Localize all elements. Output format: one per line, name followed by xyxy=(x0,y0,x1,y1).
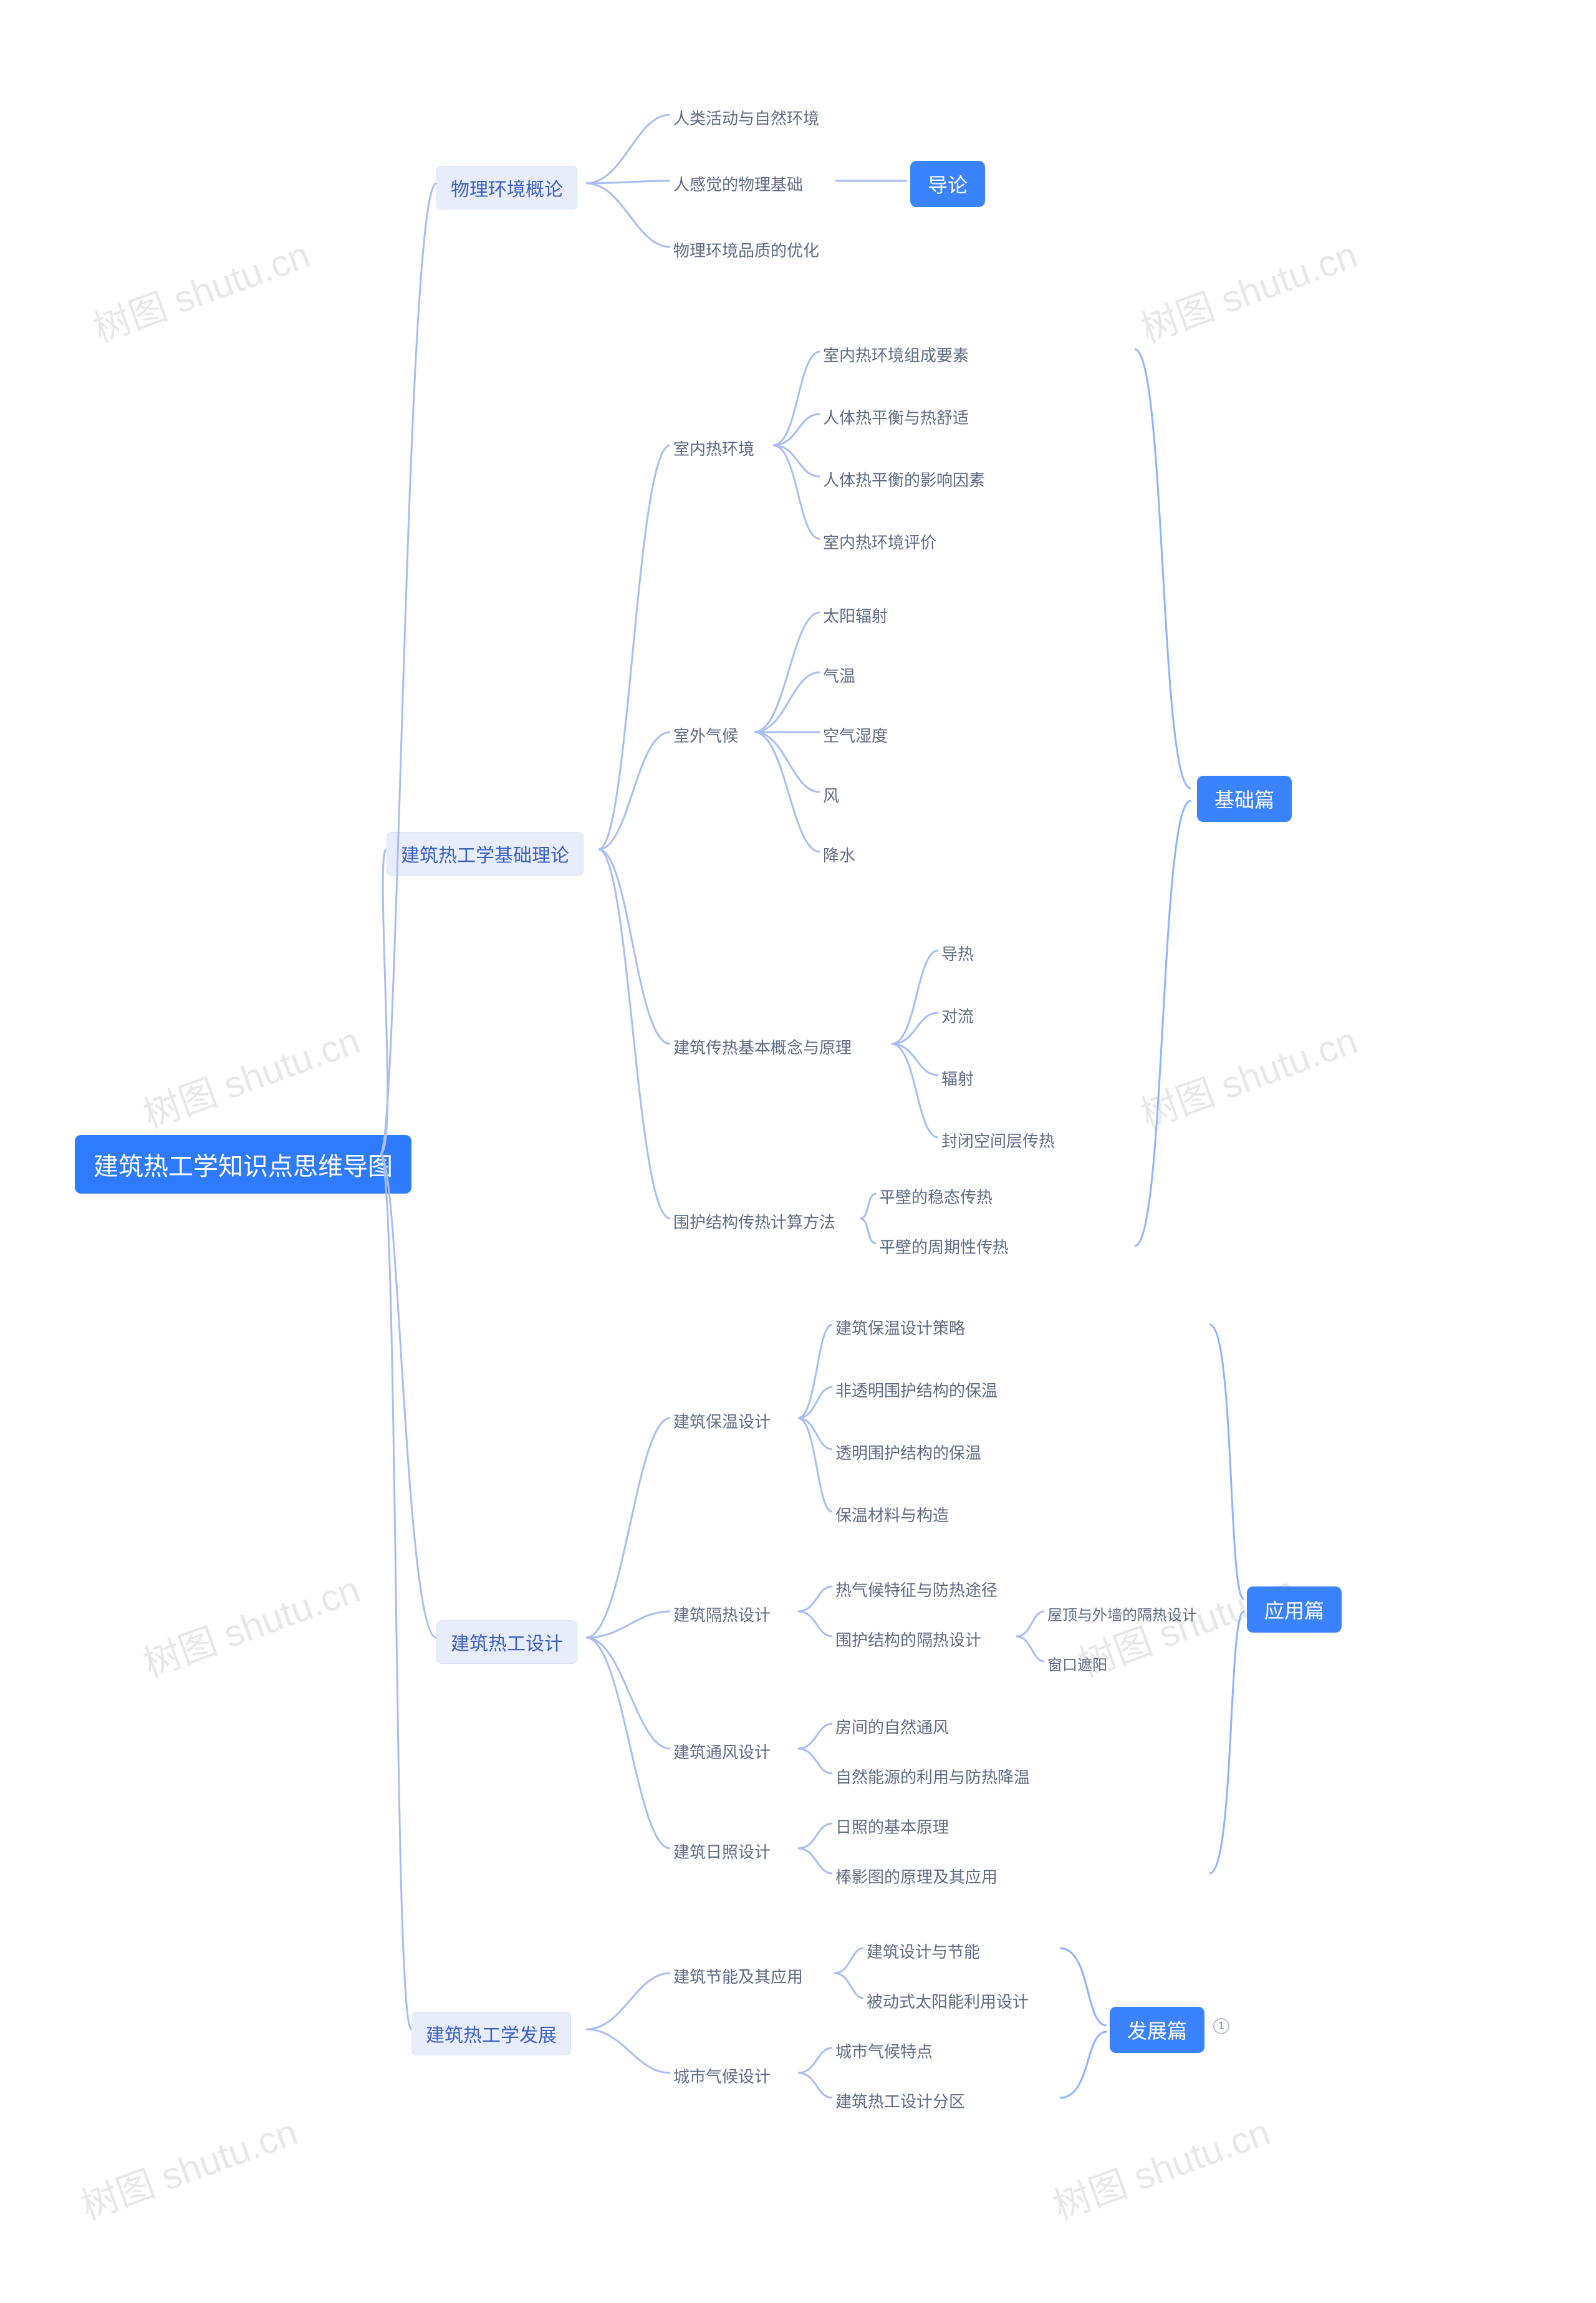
b2-c3-0[interactable]: 平壁的稳态传热 xyxy=(879,1185,993,1208)
b4-c0-0[interactable]: 建筑设计与节能 xyxy=(867,1939,980,1963)
leaf-b1-0[interactable]: 人类活动与自然环境 xyxy=(673,106,819,129)
b2-c0[interactable]: 室内热环境 xyxy=(673,437,754,460)
branch-b1[interactable]: 物理环境概论 xyxy=(436,166,577,210)
b2-c0-2[interactable]: 人体热平衡的影响因素 xyxy=(823,468,985,491)
b3-c1-1-1[interactable]: 窗口遮阳 xyxy=(1047,1653,1107,1674)
b4-c1[interactable]: 城市气候设计 xyxy=(673,2064,771,2087)
b2-c2-0[interactable]: 导热 xyxy=(941,942,974,965)
watermark: 树图 shutu.cn xyxy=(135,1559,366,1687)
watermark: 树图 shutu.cn xyxy=(1132,225,1363,353)
tag-basic[interactable]: 基础篇 xyxy=(1197,776,1292,822)
tag-intro[interactable]: 导论 xyxy=(910,161,985,207)
b2-c1-3[interactable]: 风 xyxy=(823,783,839,806)
b2-c2[interactable]: 建筑传热基本概念与原理 xyxy=(673,1035,852,1058)
b3-c3-0[interactable]: 日照的基本原理 xyxy=(835,1815,949,1838)
watermark: 树图 shutu.cn xyxy=(85,225,316,353)
b3-c0-1[interactable]: 非透明围护结构的保温 xyxy=(835,1378,998,1401)
branch-b3[interactable]: 建筑热工设计 xyxy=(436,1620,577,1664)
tag-app[interactable]: 应用篇 xyxy=(1247,1586,1342,1633)
b2-c2-2[interactable]: 辐射 xyxy=(941,1066,974,1089)
b3-c1-1[interactable]: 围护结构的隔热设计 xyxy=(835,1628,981,1651)
b3-c2[interactable]: 建筑通风设计 xyxy=(673,1740,771,1763)
b2-c0-3[interactable]: 室内热环境评价 xyxy=(823,530,936,553)
b2-c1[interactable]: 室外气候 xyxy=(673,723,738,746)
b3-c1-0[interactable]: 热气候特征与防热途径 xyxy=(835,1578,998,1601)
leaf-b1-2[interactable]: 物理环境品质的优化 xyxy=(673,238,819,261)
b4-c0[interactable]: 建筑节能及其应用 xyxy=(673,1964,803,1987)
b2-c3-1[interactable]: 平壁的周期性传热 xyxy=(879,1235,1009,1258)
b3-c1[interactable]: 建筑隔热设计 xyxy=(673,1603,771,1626)
b3-c3-1[interactable]: 棒影图的原理及其应用 xyxy=(835,1865,998,1888)
b2-c1-2[interactable]: 空气湿度 xyxy=(823,723,888,746)
b3-c0-0[interactable]: 建筑保温设计策略 xyxy=(835,1316,965,1339)
branch-b2[interactable]: 建筑热工学基础理论 xyxy=(387,832,584,876)
b2-c0-0[interactable]: 室内热环境组成要素 xyxy=(823,343,969,366)
b3-c0-3[interactable]: 保温材料与构造 xyxy=(835,1503,949,1526)
dev-badge: 1 xyxy=(1213,2018,1229,2034)
tag-dev[interactable]: 发展篇 xyxy=(1110,2007,1204,2053)
root-node[interactable]: 建筑热工学知识点思维导图 xyxy=(75,1135,411,1194)
b3-c0[interactable]: 建筑保温设计 xyxy=(673,1409,771,1432)
b3-c2-0[interactable]: 房间的自然通风 xyxy=(835,1715,949,1738)
b3-c2-1[interactable]: 自然能源的利用与防热降温 xyxy=(835,1765,1030,1788)
b4-c1-0[interactable]: 城市气候特点 xyxy=(835,2039,933,2062)
b2-c0-1[interactable]: 人体热平衡与热舒适 xyxy=(823,405,969,428)
watermark: 树图 shutu.cn xyxy=(135,1010,366,1139)
b2-c2-1[interactable]: 对流 xyxy=(941,1004,974,1027)
b3-c1-1-0[interactable]: 屋顶与外墙的隔热设计 xyxy=(1047,1603,1197,1625)
b2-c1-0[interactable]: 太阳辐射 xyxy=(823,604,888,627)
b3-c3[interactable]: 建筑日照设计 xyxy=(673,1840,771,1863)
b2-c1-4[interactable]: 降水 xyxy=(823,843,855,866)
watermark: 树图 shutu.cn xyxy=(72,2102,304,2230)
watermark: 树图 shutu.cn xyxy=(1045,2102,1276,2230)
watermark: 树图 shutu.cn xyxy=(1132,1010,1363,1139)
b3-c0-2[interactable]: 透明围护结构的保温 xyxy=(835,1441,981,1464)
leaf-b1-1[interactable]: 人感觉的物理基础 xyxy=(673,172,803,195)
b2-c1-1[interactable]: 气温 xyxy=(823,664,855,687)
b4-c1-1[interactable]: 建筑热工设计分区 xyxy=(835,2089,965,2112)
branch-b4[interactable]: 建筑热工学发展 xyxy=(411,2012,571,2055)
b2-c3[interactable]: 围护结构传热计算方法 xyxy=(673,1210,835,1233)
b2-c2-3[interactable]: 封闭空间层传热 xyxy=(941,1129,1055,1152)
b4-c0-1[interactable]: 被动式太阳能利用设计 xyxy=(867,1989,1029,2012)
